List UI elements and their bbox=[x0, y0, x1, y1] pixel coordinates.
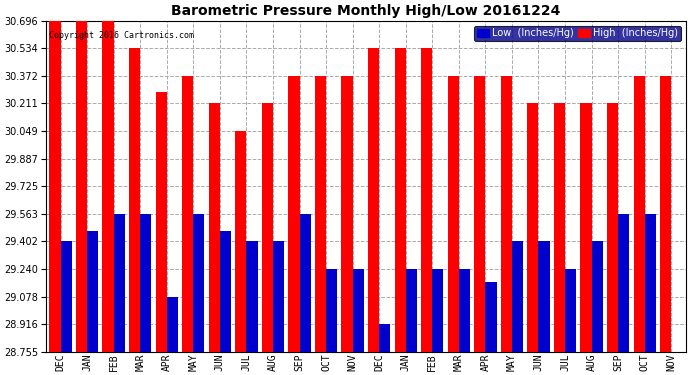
Bar bbox=[353, 269, 364, 352]
Bar bbox=[342, 76, 353, 352]
Bar bbox=[380, 324, 391, 352]
Bar bbox=[326, 269, 337, 352]
Bar bbox=[485, 282, 497, 352]
Bar bbox=[76, 21, 87, 352]
Bar bbox=[140, 214, 151, 352]
Bar bbox=[193, 214, 204, 352]
Bar bbox=[155, 92, 167, 352]
Bar bbox=[432, 269, 444, 352]
Bar bbox=[235, 131, 246, 352]
Title: Barometric Pressure Monthly High/Low 20161224: Barometric Pressure Monthly High/Low 201… bbox=[171, 4, 560, 18]
Bar bbox=[501, 76, 512, 352]
Text: Copyright 2016 Cartronics.com: Copyright 2016 Cartronics.com bbox=[49, 31, 194, 40]
Bar bbox=[527, 104, 538, 352]
Bar bbox=[61, 242, 72, 352]
Bar bbox=[368, 48, 380, 352]
Bar bbox=[406, 269, 417, 352]
Bar bbox=[618, 214, 629, 352]
Bar bbox=[114, 214, 125, 352]
Bar bbox=[591, 242, 603, 352]
Bar bbox=[167, 297, 178, 352]
Bar bbox=[220, 231, 231, 352]
Bar bbox=[262, 104, 273, 352]
Bar bbox=[580, 104, 591, 352]
Bar bbox=[288, 76, 299, 352]
Bar bbox=[50, 21, 61, 352]
Bar bbox=[644, 214, 656, 352]
Bar bbox=[246, 242, 257, 352]
Bar bbox=[633, 76, 644, 352]
Bar bbox=[299, 214, 310, 352]
Bar bbox=[554, 104, 565, 352]
Bar bbox=[182, 76, 193, 352]
Bar bbox=[512, 242, 523, 352]
Bar bbox=[421, 48, 432, 352]
Bar bbox=[208, 104, 220, 352]
Bar bbox=[538, 242, 550, 352]
Bar bbox=[459, 269, 470, 352]
Bar bbox=[103, 21, 114, 352]
Bar bbox=[565, 269, 576, 352]
Bar bbox=[395, 48, 406, 352]
Bar bbox=[448, 76, 459, 352]
Bar bbox=[474, 76, 485, 352]
Bar bbox=[87, 231, 98, 352]
Bar bbox=[607, 104, 618, 352]
Bar bbox=[129, 48, 140, 352]
Bar bbox=[660, 76, 671, 352]
Bar bbox=[315, 76, 326, 352]
Legend: Low  (Inches/Hg), High  (Inches/Hg): Low (Inches/Hg), High (Inches/Hg) bbox=[474, 26, 681, 41]
Bar bbox=[273, 242, 284, 352]
